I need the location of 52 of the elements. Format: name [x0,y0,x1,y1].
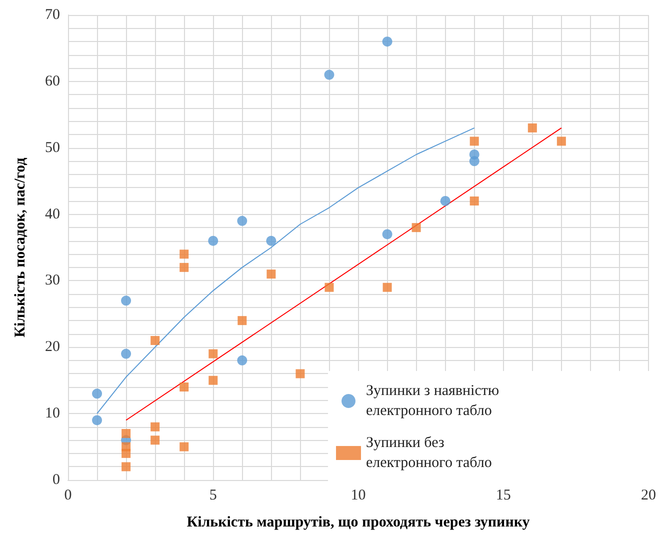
y-tick-label: 70 [45,7,60,23]
point [470,136,479,146]
point [528,123,537,132]
point [470,196,479,206]
x-tick-label: 15 [496,488,511,504]
legend-label: Зупинки з наявністю електронного табло [366,383,503,419]
point [180,442,189,452]
point [121,348,132,359]
point [556,136,566,146]
point [208,376,218,385]
point [238,316,247,326]
y-axis-title: Кількість посадок, пас/год [12,157,28,338]
y-tick-label: 10 [45,406,60,422]
x-tick-label: 10 [350,488,366,504]
point [237,216,248,226]
point [324,282,334,292]
point [266,236,276,246]
point [122,429,131,438]
point [237,355,248,366]
x-tick-label: 0 [64,488,72,504]
point [92,415,102,426]
point [180,262,189,272]
point [150,336,160,345]
x-tick-label: 20 [641,488,656,504]
point [382,36,392,47]
point [150,436,160,445]
x-axis-title: Кількість маршрутів, що проходять через зупинку [186,514,530,530]
y-tick-label: 60 [45,73,60,90]
point [412,223,421,232]
point [122,462,131,472]
legend-label: Зупинки без електронного табло [366,435,492,471]
x-tick-label: 5 [209,488,217,504]
point [121,296,132,306]
y-tick-label: 30 [45,272,60,289]
point [150,422,160,432]
point [92,388,102,399]
point [440,196,450,206]
y-tick-label: 50 [45,140,60,156]
point [469,156,480,166]
point [382,229,392,240]
y-tick-label: 0 [52,472,60,488]
point [122,448,131,458]
point [324,70,334,80]
point [266,270,276,279]
y-tick-label: 40 [45,206,60,222]
point [208,236,218,246]
point [180,382,189,392]
point [382,282,392,292]
point [208,349,218,358]
point [296,369,305,378]
y-tick-label: 20 [45,339,60,356]
point [180,250,189,259]
